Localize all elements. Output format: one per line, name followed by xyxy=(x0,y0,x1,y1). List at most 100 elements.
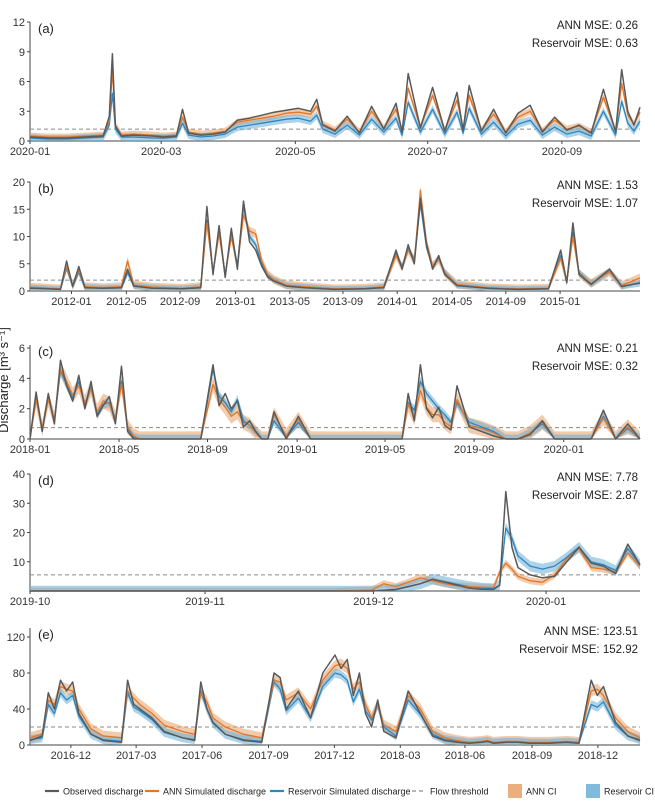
y-tick-label: 40 xyxy=(13,469,25,481)
x-tick-label: 2018-05 xyxy=(99,444,139,456)
panel-label: (d) xyxy=(38,473,54,488)
legend-item: ANN CI xyxy=(508,784,557,798)
panel-label: (a) xyxy=(38,21,54,36)
legend-swatch-box xyxy=(508,784,522,798)
legend-label: ANN Simulated discharge xyxy=(163,787,266,797)
x-tick-label: 2019-12 xyxy=(353,596,393,608)
legend-item: Flow threshold xyxy=(412,787,489,797)
x-tick-label: 2013-01 xyxy=(215,296,255,308)
y-tick-label: 40 xyxy=(13,704,25,716)
y-tick-label: 0 xyxy=(19,740,25,752)
observed-line xyxy=(29,52,641,139)
reservoir-ci-band xyxy=(30,200,640,291)
mse-metric: Reservoir MSE: 2.87 xyxy=(532,490,638,502)
panel-e: 0 40 80 120 2016-12 2017-03 2017-06 2017-09 2017… xyxy=(7,626,641,762)
ann-line xyxy=(29,68,641,138)
x-tick-label: 2012-01 xyxy=(51,296,91,308)
x-tick-label: 2017-09 xyxy=(248,750,288,762)
mse-metric: Reservoir MSE: 152.92 xyxy=(519,644,638,656)
y-tick-label: 5 xyxy=(19,259,25,271)
legend-item: ANN Simulated discharge xyxy=(145,787,266,797)
x-tick-label: 2020-05 xyxy=(275,146,315,158)
x-tick-label: 2018-12 xyxy=(578,750,618,762)
x-tick-label: 2016-12 xyxy=(51,750,91,762)
observed-line xyxy=(29,197,641,291)
x-tick-label: 2014-09 xyxy=(486,296,526,308)
mse-metric: ANN MSE: 1.53 xyxy=(557,180,638,192)
y-tick-label: 20 xyxy=(13,528,25,540)
y-tick-label: 10 xyxy=(13,557,25,569)
y-tick-label: 0 xyxy=(19,286,25,298)
y-tick-label: 20 xyxy=(13,177,25,189)
x-tick-label: 2012-09 xyxy=(160,296,200,308)
panel-a: 0 3 6 9 12 2020-01 2020-03 2020-05 2020-07 2020-0… xyxy=(10,17,641,158)
x-tick-label: 2017-12 xyxy=(314,750,354,762)
x-tick-label: 2013-05 xyxy=(270,296,310,308)
x-tick-label: 2017-03 xyxy=(116,750,156,762)
legend-label: Reservoir CI xyxy=(604,787,654,797)
mse-metric: ANN MSE: 0.21 xyxy=(557,343,638,355)
y-tick-label: 4 xyxy=(19,373,25,385)
mse-metric: ANN MSE: 0.26 xyxy=(557,20,638,32)
mse-metric: ANN MSE: 123.51 xyxy=(544,626,638,638)
mse-metric: Reservoir MSE: 1.07 xyxy=(532,198,638,210)
x-tick-label: 2013-09 xyxy=(323,296,363,308)
x-tick-label: 2019-11 xyxy=(185,596,225,608)
panel-d: 10 20 30 40 2019-10 2019-11 2019-12 2020-01 (d) A… xyxy=(10,469,641,608)
legend-label: Reservoir Simulated discharge xyxy=(288,787,411,797)
y-tick-label: 12 xyxy=(13,17,25,29)
mse-metric: Reservoir MSE: 0.63 xyxy=(532,38,638,50)
reservoir-line xyxy=(29,203,641,291)
panel-label: (c) xyxy=(38,344,53,359)
legend-label: ANN CI xyxy=(526,787,557,797)
x-tick-label: 2018-01 xyxy=(10,444,50,456)
y-tick-label: 2 xyxy=(19,404,25,416)
legend-item: Reservoir CI xyxy=(586,784,654,798)
y-tick-label: 6 xyxy=(19,77,25,89)
x-tick-label: 2014-05 xyxy=(432,296,472,308)
y-tick-label: 15 xyxy=(13,204,25,216)
panel-label: (b) xyxy=(38,181,54,196)
legend: Observed discharge ANN Simulated discharg… xyxy=(45,784,654,798)
observed-line xyxy=(29,359,641,440)
observed-line xyxy=(30,490,641,592)
x-tick-label: 2015-01 xyxy=(540,296,580,308)
x-tick-label: 2018-03 xyxy=(380,750,420,762)
reservoir-ci-band xyxy=(30,668,640,745)
y-tick-label: 3 xyxy=(19,106,25,118)
legend-item: Reservoir Simulated discharge xyxy=(270,787,411,797)
x-tick-label: 2018-09 xyxy=(187,444,227,456)
legend-item: Observed discharge xyxy=(45,787,144,797)
observed-line xyxy=(29,654,641,744)
y-tick-label: 0 xyxy=(19,434,25,446)
y-tick-label: 120 xyxy=(7,632,25,644)
chart-panels: 0 3 6 9 12 2020-01 2020-03 2020-05 2020-07 2020-0… xyxy=(7,17,641,762)
x-tick-label: 2014-01 xyxy=(377,296,417,308)
mse-metric: ANN MSE: 7.78 xyxy=(557,472,638,484)
y-axis-label: Discharge [m³ s⁻¹] xyxy=(0,327,11,433)
x-tick-label: 2018-09 xyxy=(512,750,552,762)
y-tick-label: 10 xyxy=(13,232,25,244)
x-tick-label: 2019-10 xyxy=(10,596,50,608)
legend-swatch-box xyxy=(586,784,600,798)
x-tick-label: 2020-01 xyxy=(526,596,566,608)
reservoir-ci-band xyxy=(30,89,640,141)
x-tick-label: 2020-01 xyxy=(544,444,584,456)
legend-label: Flow threshold xyxy=(430,787,489,797)
x-tick-label: 2020-03 xyxy=(141,146,181,158)
x-tick-label: 2019-05 xyxy=(365,444,405,456)
reservoir-ci-band xyxy=(30,522,640,591)
panel-label: (e) xyxy=(38,627,54,642)
x-tick-label: 2017-06 xyxy=(182,750,222,762)
y-tick-label: 9 xyxy=(19,47,25,59)
reservoir-line xyxy=(29,92,641,140)
panel-b: 0 5 10 15 20 2012-01 2012-05 2012-09 2013-01 2013… xyxy=(13,177,641,308)
x-tick-label: 2020-07 xyxy=(408,146,448,158)
y-tick-label: 80 xyxy=(13,668,25,680)
y-tick-label: 30 xyxy=(13,498,25,510)
x-tick-label: 2020-09 xyxy=(542,146,582,158)
x-tick-label: 2018-06 xyxy=(445,750,485,762)
x-tick-label: 2012-05 xyxy=(106,296,146,308)
y-tick-label: 6 xyxy=(19,343,25,355)
